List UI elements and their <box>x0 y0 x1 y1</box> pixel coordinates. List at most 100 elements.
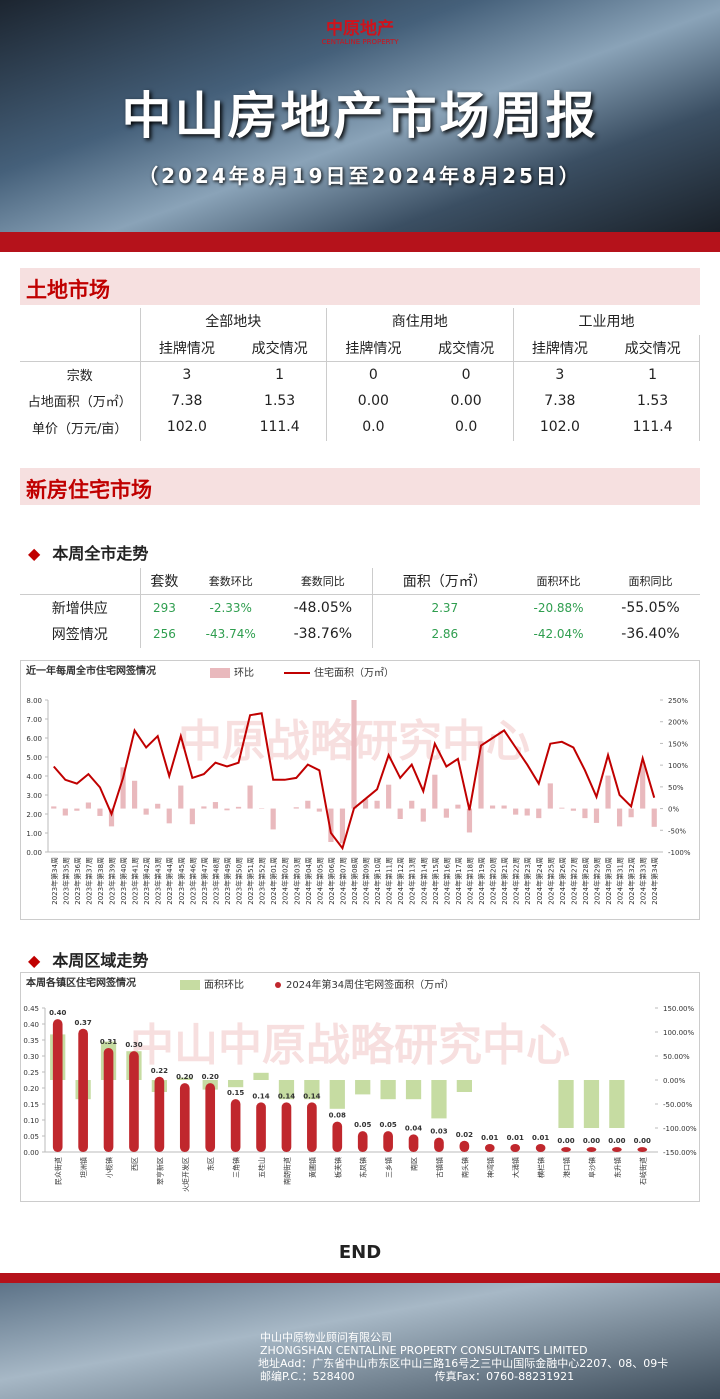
bar <box>489 805 496 809</box>
value-label: 0.00 <box>634 1137 651 1145</box>
x-tick-label: 2024年第11周 <box>385 857 394 905</box>
company-en: ZHONGSHAN CENTALINE PROPERTY CONSULTANTS… <box>260 1344 588 1357</box>
x-tick-label: 2024年第28周 <box>581 857 590 905</box>
bar <box>456 1080 472 1092</box>
bar <box>609 1080 625 1128</box>
bar <box>420 808 426 822</box>
logo-en: CENTALINE PROPERTY <box>321 38 399 46</box>
bar <box>328 808 334 843</box>
x-tick-label: 2023年第46周 <box>188 857 197 905</box>
x-tick-label: 2023年第48周 <box>211 857 220 905</box>
x-tick-label: 2024年第21周 <box>500 857 509 905</box>
cell: 3 <box>182 366 192 383</box>
x-tick-label: 2024年第13周 <box>408 857 417 905</box>
value-label: 0.14 <box>303 1092 320 1100</box>
x-tick-label: 2023年第34周 <box>50 857 59 905</box>
x-tick-label: 2023年第42周 <box>142 857 151 905</box>
bar <box>455 804 461 809</box>
bar <box>178 785 184 809</box>
x-tick-label: 2024年第07周 <box>338 857 347 905</box>
x-tick-label: 2024年第16周 <box>442 857 451 905</box>
cell: 单价（万元/亩） <box>20 414 141 441</box>
row: 套数 套数环比 套数同比 面积（万㎡） 面积环比 面积同比 <box>20 568 700 595</box>
x-tick-label: 火炬开发区 <box>181 1157 190 1192</box>
x-tick-label: 2023年第45周 <box>177 857 186 905</box>
x-tick-label: 东升镇 <box>613 1157 622 1178</box>
y-tick-label: 6.00 <box>26 735 42 743</box>
cell: 占地面积（万㎡） <box>20 387 141 414</box>
cell: -20.88% <box>533 601 584 615</box>
bar <box>405 1080 422 1100</box>
bar <box>628 808 634 818</box>
bar <box>478 741 484 809</box>
chart-title: 本周各镇区住宅网签情况 <box>26 976 136 989</box>
x-tick-label: 2024年第20周 <box>489 857 498 905</box>
bar <box>583 1080 600 1128</box>
cell: 0.0 <box>419 414 514 441</box>
sub-header: 挂牌情况 <box>345 340 402 357</box>
bar <box>97 808 103 816</box>
bar <box>177 1077 193 1080</box>
y2-tick-label: 150.00% <box>663 1005 694 1013</box>
cell: -38.76% <box>273 621 374 648</box>
bar <box>201 806 207 809</box>
y-tick-label: 5.00 <box>26 754 42 762</box>
x-tick-label: 2024年第31周 <box>616 857 625 905</box>
cell: 新增供应 <box>20 594 141 621</box>
bar <box>501 805 507 809</box>
bar <box>434 1137 444 1152</box>
cell: 111.4 <box>233 414 328 441</box>
x-tick-label: 2024年第32周 <box>627 857 636 905</box>
x-tick-label: 2024年第26周 <box>558 857 567 905</box>
value-label: 0.04 <box>405 1124 422 1132</box>
row: 宗数 3 1 0 0 3 1 <box>20 361 701 388</box>
bar <box>179 1083 190 1152</box>
cell: 2.37 <box>431 601 459 615</box>
cell: 0.00 <box>419 387 514 414</box>
bar <box>132 780 138 809</box>
y-tick-label: 3.00 <box>26 792 42 800</box>
bar <box>386 784 392 809</box>
legend-swatch <box>180 980 200 990</box>
y2-tick-label: -100% <box>668 849 691 857</box>
cell: 0.00 <box>357 392 389 409</box>
bar <box>397 808 403 819</box>
cell: 2.86 <box>431 627 459 642</box>
bar <box>166 808 172 824</box>
chart-frame <box>20 972 700 1202</box>
x-tick-label: 翠亨新区 <box>155 1157 164 1185</box>
bar <box>120 767 126 809</box>
bar <box>637 1147 648 1152</box>
land-table: 全部地块 商住用地 工业用地 挂牌情况 成交情况 挂牌情况 成交情况 挂牌情况 成交情况 宗数 3 1… <box>20 308 701 441</box>
bar <box>155 803 161 809</box>
bar <box>307 1102 317 1152</box>
bar <box>339 808 346 844</box>
y2-tick-label: 150% <box>668 740 688 748</box>
x-tick-label: 2024年第18周 <box>465 857 474 905</box>
address: 地址Add：广东省中山市东区中山三路16号之三中山国际金融中心2207、08、0… <box>258 1357 669 1370</box>
bar <box>143 808 149 815</box>
bar <box>484 1143 495 1152</box>
x-tick-label: 横栏镇 <box>537 1157 546 1178</box>
bar <box>154 1076 165 1152</box>
cell: -43.74% <box>205 627 256 642</box>
y2-tick-label: 50% <box>668 784 684 792</box>
x-tick-label: 南区 <box>410 1157 419 1171</box>
value-label: 0.00 <box>608 1137 625 1145</box>
bar <box>640 763 646 809</box>
footer: 中山中原物业顾问有限公司 ZHONGSHAN CENTALINE PROPERT… <box>0 1283 720 1399</box>
x-tick-label: 2023年第51周 <box>246 857 255 905</box>
header-cell: 面积同比 <box>628 575 673 588</box>
section-title: 土地市场 <box>20 268 700 305</box>
y2-tick-label: 0% <box>668 806 679 814</box>
value-label: 0.01 <box>532 1134 549 1142</box>
y2-tick-label: 250% <box>668 697 688 705</box>
x-tick-label: 2023年第52周 <box>258 857 267 905</box>
x-tick-label: 阜沙镇 <box>587 1157 596 1178</box>
value-label: 0.08 <box>329 1112 346 1120</box>
bar <box>74 808 80 811</box>
row: 挂牌情况 成交情况 挂牌情况 成交情况 挂牌情况 成交情况 <box>20 334 701 361</box>
bar <box>374 800 380 809</box>
value-label: 0.14 <box>252 1092 269 1100</box>
footer-text: 中山中原物业顾问有限公司 ZHONGSHAN CENTALINE PROPERT… <box>258 1331 669 1383</box>
